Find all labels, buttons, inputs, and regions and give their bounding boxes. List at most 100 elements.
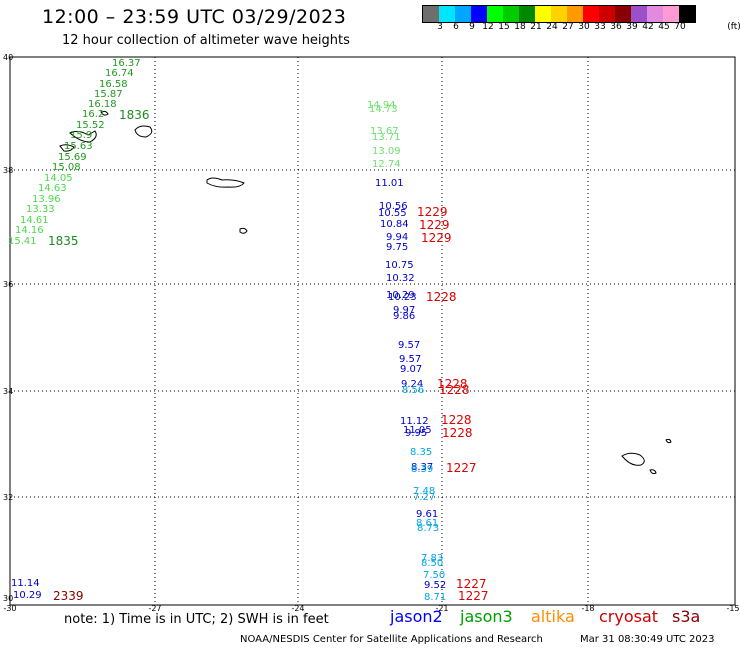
pass-time-label: 2339 xyxy=(53,589,84,603)
wave-height-label: 14.63 xyxy=(38,183,67,194)
wave-height-label: 11.01 xyxy=(375,178,404,189)
wave-height-label: 16.18 xyxy=(88,99,117,110)
island-outline xyxy=(69,130,97,143)
map-subtitle: 12 hour collection of altimeter wave hei… xyxy=(62,33,350,48)
wave-height-label: 16.74 xyxy=(105,68,134,79)
pass-time-label: 1229 xyxy=(417,205,448,219)
wave-height-label: 15.08 xyxy=(52,162,81,173)
map-title: 12:00 – 23:59 UTC 03/29/2023 xyxy=(42,6,347,28)
latitude-tick-label: 30 xyxy=(3,594,13,603)
credit-text: NOAA/NESDIS Center for Satellite Applica… xyxy=(240,634,543,645)
legend-jason3: jason3 xyxy=(460,607,513,626)
wave-height-label: 13.09 xyxy=(372,146,401,157)
latitude-tick-label: 38 xyxy=(3,166,13,175)
wave-height-label: 16.37 xyxy=(112,58,141,69)
color-scale-label: 15 xyxy=(498,22,510,32)
wave-height-label: 10.23 xyxy=(388,292,417,303)
color-swatch xyxy=(583,6,599,22)
wave-height-label: 8.37 xyxy=(411,462,433,473)
wave-height-label: 16.2 xyxy=(82,109,104,120)
wave-height-label: 14.05 xyxy=(44,173,73,184)
longitude-tick-label: -30 xyxy=(3,604,16,613)
legend-cryosat: cryosat xyxy=(599,607,659,626)
color-scale-bar xyxy=(422,5,696,23)
color-swatch xyxy=(535,6,551,22)
wave-height-label: 8.39 xyxy=(411,464,433,475)
color-swatch xyxy=(679,6,695,22)
color-swatch xyxy=(519,6,535,22)
color-swatch xyxy=(567,6,583,22)
color-swatch xyxy=(631,6,647,22)
longitude-tick-label: -24 xyxy=(291,604,304,613)
island-outline xyxy=(621,452,645,466)
color-scale-label: 18 xyxy=(514,22,526,32)
latitude-tick-label: 40 xyxy=(3,53,13,62)
color-scale-label: 21 xyxy=(530,22,542,32)
color-scale-label: 24 xyxy=(546,22,558,32)
island-outline xyxy=(239,227,248,234)
wave-height-label: 9.07 xyxy=(400,364,422,375)
legend-jason2: jason2 xyxy=(390,607,443,626)
pass-time-label: 1228 xyxy=(441,413,472,427)
color-scale-label: 36 xyxy=(610,22,622,32)
color-scale-label: 27 xyxy=(562,22,574,32)
wave-height-label: 12.74 xyxy=(372,159,401,170)
color-swatch xyxy=(551,6,567,22)
island-outline xyxy=(100,110,109,116)
color-scale-label: 42 xyxy=(642,22,654,32)
wave-height-label: 13.96 xyxy=(32,194,61,205)
wave-height-label: 9.57 xyxy=(398,340,420,351)
longitude-tick-label: -18 xyxy=(581,604,594,613)
generated-timestamp: Mar 31 08:30:49 UTC 2023 xyxy=(580,634,715,645)
latitude-tick-label: 36 xyxy=(3,280,13,289)
island-outline xyxy=(59,144,75,152)
color-scale-label: 39 xyxy=(626,22,638,32)
color-swatch xyxy=(663,6,679,22)
wave-height-label: 9.97 xyxy=(393,305,415,316)
pass-time-label: 1228 xyxy=(442,426,473,440)
color-scale-label: 70 xyxy=(674,22,686,32)
pass-time-label: 1228 xyxy=(439,383,470,397)
pass-time-label: 1227 xyxy=(446,461,477,475)
color-swatch xyxy=(439,6,455,22)
wave-height-label: 9.86 xyxy=(393,311,415,322)
color-scale-label: 45 xyxy=(658,22,670,32)
color-swatch xyxy=(423,6,439,22)
map-frame xyxy=(9,56,736,606)
wave-height-label: 8.35 xyxy=(410,447,432,458)
wave-height-label: 11.12 xyxy=(400,416,429,427)
wave-height-label: 8.73 xyxy=(417,523,439,534)
color-swatch xyxy=(471,6,487,22)
wave-height-label: 14.73 xyxy=(369,104,398,115)
color-swatch xyxy=(615,6,631,22)
color-swatch xyxy=(455,6,471,22)
wave-height-label: 9.24 xyxy=(401,379,423,390)
color-scale-label: 6 xyxy=(453,22,459,32)
wave-height-label: 7.50 xyxy=(423,570,445,581)
longitude-tick-label: -27 xyxy=(148,604,161,613)
color-swatch xyxy=(487,6,503,22)
wave-height-label: 10.56 xyxy=(379,201,408,212)
units-note: note: 1) Time is in UTC; 2) SWH is in fe… xyxy=(64,612,329,627)
wave-height-label: 9.75 xyxy=(386,242,408,253)
color-scale-label: 30 xyxy=(578,22,590,32)
wave-height-label: 15.63 xyxy=(64,141,93,152)
wave-height-label: 9.95 xyxy=(405,428,427,439)
latitude-tick-label: 32 xyxy=(3,493,13,502)
wave-height-label: 9.57 xyxy=(399,354,421,365)
wave-height-label: 16.58 xyxy=(99,79,128,90)
color-swatch xyxy=(647,6,663,22)
pass-time-label: 1229 xyxy=(419,218,450,232)
wave-height-label: 8.56 xyxy=(402,385,424,396)
island-outline xyxy=(649,469,657,475)
wave-height-label: 7.83 xyxy=(421,553,443,564)
island-outline xyxy=(134,125,153,138)
pass-time-label: 1228 xyxy=(437,377,468,391)
wave-height-label: 11.14 xyxy=(11,578,40,589)
wave-height-label: 15.9 xyxy=(70,130,92,141)
color-scale-label: (ft) xyxy=(727,22,740,32)
wave-height-label: 9.61 xyxy=(416,509,438,520)
wave-height-label: 7.48 xyxy=(413,486,435,497)
wave-height-label: 7.27 xyxy=(413,492,435,503)
